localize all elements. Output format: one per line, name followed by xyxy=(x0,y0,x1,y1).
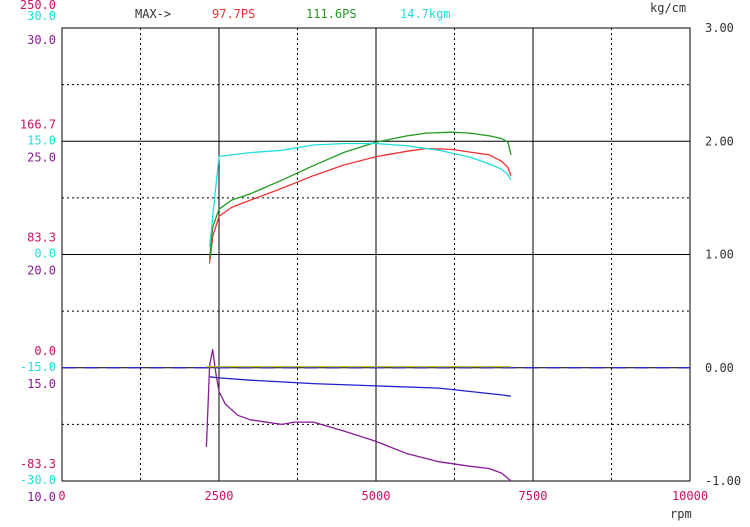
x-tick-label: 10000 xyxy=(672,489,708,503)
right-tick-label: 0.00 xyxy=(705,361,734,375)
purple-series-line xyxy=(205,348,512,482)
max-ps-green: 111.6PS xyxy=(306,7,357,21)
left-axis-label: 20.0 xyxy=(27,264,56,278)
blue-series-line xyxy=(209,376,512,397)
left-axis-label: 83.3 xyxy=(27,231,56,245)
right-tick-label: 2.00 xyxy=(705,134,734,148)
max-kgm: 14.7kgm xyxy=(400,7,451,21)
right-tick-label: 1.00 xyxy=(705,248,734,262)
header: MAX-> 97.7PS 111.6PS 14.7kgm kg/cm xyxy=(135,1,686,21)
left-axis-label: 0.0 xyxy=(34,247,56,261)
111-6ps-series-line xyxy=(208,131,512,260)
grid xyxy=(61,27,691,482)
left-axis-label: 10.0 xyxy=(27,490,56,504)
14-7kgm-series-line xyxy=(208,142,512,247)
x-axis-unit: rpm xyxy=(670,507,692,521)
x-tick-label: 5000 xyxy=(362,489,391,503)
right-axis-labels: 3.00 2.00 1.00 0.00 -1.00 xyxy=(705,21,741,488)
left-axis-labels: 250.030.030.0166.715.025.083.30.020.00.0… xyxy=(20,0,56,504)
left-axis-label: 30.0 xyxy=(27,33,56,47)
right-axis-unit: kg/cm xyxy=(650,1,686,15)
left-axis-label: -30.0 xyxy=(20,473,56,487)
left-axis-label: -83.3 xyxy=(20,457,56,471)
left-axis-label: 250.0 xyxy=(20,0,56,12)
left-axis-label: 0.0 xyxy=(34,344,56,358)
left-axis-label: 166.7 xyxy=(20,117,56,131)
97-7ps-series-line xyxy=(208,147,512,264)
series-lines xyxy=(62,131,690,482)
max-ps-red: 97.7PS xyxy=(212,7,255,21)
right-tick-label: -1.00 xyxy=(705,474,741,488)
left-axis-label: 15.0 xyxy=(27,377,56,391)
left-axis-label: 15.0 xyxy=(27,133,56,147)
x-axis-labels: 0 2500 5000 7500 10000 xyxy=(58,489,708,503)
left-axis-label: 30.0 xyxy=(27,9,56,23)
max-label: MAX-> xyxy=(135,7,171,21)
x-tick-label: 7500 xyxy=(519,489,548,503)
left-axis-label: -15.0 xyxy=(20,360,56,374)
left-axis-label: 25.0 xyxy=(27,150,56,164)
x-tick-label: 2500 xyxy=(205,489,234,503)
right-tick-label: 3.00 xyxy=(705,21,734,35)
x-tick-label: 0 xyxy=(58,489,65,503)
